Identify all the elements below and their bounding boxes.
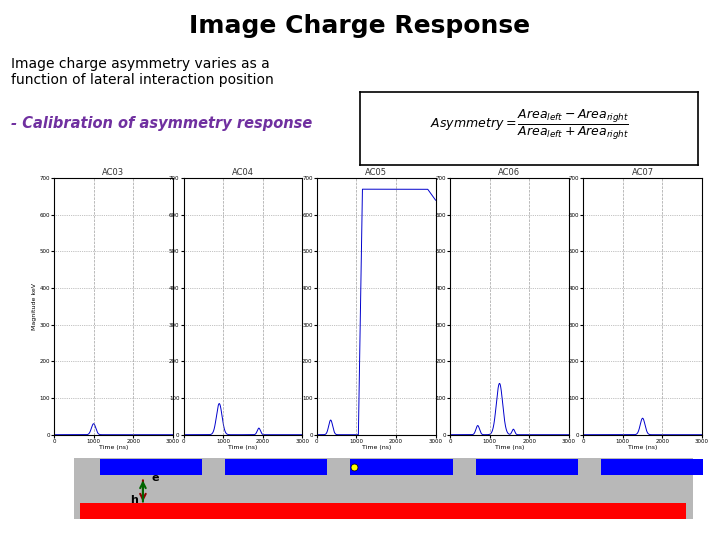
Text: - Calibration of asymmetry response: - Calibration of asymmetry response	[11, 116, 312, 131]
Title: AC03: AC03	[102, 168, 125, 178]
Bar	[81, 503, 686, 519]
Bar	[351, 458, 453, 475]
Bar	[73, 458, 693, 519]
Text: h: h	[130, 495, 138, 505]
Title: AC05: AC05	[365, 168, 387, 178]
Bar	[100, 458, 202, 475]
X-axis label: Time (ns): Time (ns)	[228, 446, 258, 450]
X-axis label: Time (ns): Time (ns)	[495, 446, 524, 450]
Bar	[476, 458, 577, 475]
Text: $\mathit{Asymmetry} = \dfrac{\mathit{Area}_{left} - \mathit{Area}_{right}}{\math: $\mathit{Asymmetry} = \dfrac{\mathit{Are…	[430, 107, 629, 141]
Bar	[600, 458, 703, 475]
X-axis label: Time (ns): Time (ns)	[99, 446, 128, 450]
Text: e: e	[151, 473, 159, 483]
Title: AC04: AC04	[232, 168, 254, 178]
Title: AC06: AC06	[498, 168, 521, 178]
Y-axis label: Magnitude keV: Magnitude keV	[32, 283, 37, 330]
Bar	[225, 458, 328, 475]
Title: AC07: AC07	[631, 168, 654, 178]
Text: Image Charge Response: Image Charge Response	[189, 14, 531, 37]
X-axis label: Time (ns): Time (ns)	[628, 446, 657, 450]
Text: Image charge asymmetry varies as a
function of lateral interaction position: Image charge asymmetry varies as a funct…	[11, 57, 274, 87]
X-axis label: Time (ns): Time (ns)	[361, 446, 391, 450]
